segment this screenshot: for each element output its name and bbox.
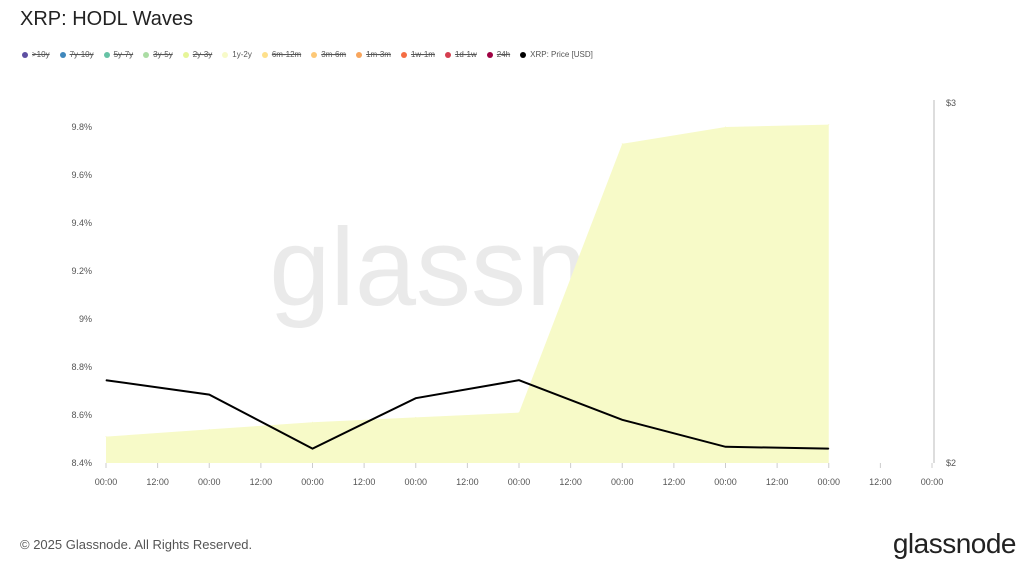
area-point bbox=[415, 416, 417, 418]
price-point bbox=[621, 419, 623, 421]
area-point bbox=[208, 428, 210, 430]
legend-item[interactable]: 1w-1m bbox=[400, 50, 435, 59]
price-point bbox=[105, 379, 107, 381]
legend-dot-icon bbox=[520, 51, 527, 58]
legend-item[interactable]: 1m-3m bbox=[356, 50, 391, 59]
x-tick-label: 12:00 bbox=[353, 477, 376, 487]
price-line bbox=[105, 379, 829, 450]
legend-item[interactable]: 6m-12m bbox=[261, 50, 302, 59]
x-tick-label: 12:00 bbox=[869, 477, 892, 487]
legend: >10y 7y-10y 5y-7y 3y-5y 2y-3y 1y-2y 6m-12m 3m-6… bbox=[22, 50, 593, 59]
x-tick-label: 00:00 bbox=[301, 477, 324, 487]
legend-item[interactable]: 5y-7y bbox=[103, 50, 134, 59]
legend-item[interactable]: 24h bbox=[486, 50, 511, 59]
legend-label: 24h bbox=[496, 50, 511, 59]
price-point bbox=[208, 394, 210, 396]
area-point bbox=[105, 436, 107, 438]
legend-label: 5y-7y bbox=[113, 50, 134, 59]
x-tick-label: 12:00 bbox=[663, 477, 686, 487]
x-tick-label: 12:00 bbox=[766, 477, 789, 487]
x-tick-label: 12:00 bbox=[456, 477, 479, 487]
legend-dot-icon bbox=[444, 51, 451, 58]
y-left-tick-label: 9.8% bbox=[71, 122, 92, 132]
legend-dot-icon bbox=[59, 51, 66, 58]
x-tick-label: 00:00 bbox=[817, 477, 840, 487]
x-tick-label: 12:00 bbox=[250, 477, 273, 487]
legend-item[interactable]: 3y-5y bbox=[143, 50, 173, 59]
legend-dot-icon bbox=[356, 51, 363, 58]
area-point bbox=[621, 143, 623, 145]
glassnode-logo: glassnode bbox=[892, 528, 1017, 559]
legend-label: >10y bbox=[32, 50, 50, 59]
x-tick-label: 12:00 bbox=[559, 477, 582, 487]
legend-label: 1y-2y bbox=[232, 50, 252, 59]
legend-label: 2y-3y bbox=[192, 50, 213, 59]
x-tick-label: 00:00 bbox=[611, 477, 634, 487]
copyright: © 2025 Glassnode. All Rights Reserved. bbox=[20, 537, 253, 552]
area-point bbox=[312, 421, 313, 423]
y-left-tick-label: 9% bbox=[79, 314, 92, 324]
legend-item[interactable]: 1y-2y bbox=[222, 50, 252, 59]
x-tick-label: 00:00 bbox=[404, 477, 427, 487]
legend-label: 1d-1w bbox=[454, 50, 477, 59]
legend-dot-icon bbox=[486, 51, 493, 58]
area-point bbox=[518, 412, 520, 414]
legend-item[interactable]: 2y-3y bbox=[182, 50, 213, 59]
legend-dot-icon bbox=[311, 51, 318, 58]
legend-item[interactable]: 7y-10y bbox=[59, 50, 94, 59]
x-tick-label: 00:00 bbox=[714, 477, 737, 487]
y-left-tick-label: 9.6% bbox=[71, 170, 92, 180]
y-right-tick-label: $2 bbox=[946, 458, 956, 468]
y-left-tick-label: 9.4% bbox=[71, 218, 92, 228]
price-point bbox=[312, 448, 313, 450]
legend-label: XRP: Price [USD] bbox=[530, 50, 593, 59]
legend-label: 1w-1m bbox=[410, 50, 435, 59]
x-tick-label: 00:00 bbox=[508, 477, 531, 487]
legend-dot-icon bbox=[222, 51, 229, 58]
area-point bbox=[725, 126, 726, 128]
price-point bbox=[725, 446, 726, 448]
x-tick-label: 00:00 bbox=[95, 477, 118, 487]
x-tick-label: 00:00 bbox=[921, 477, 944, 487]
legend-label: 7y-10y bbox=[69, 50, 94, 59]
legend-item[interactable]: >10y bbox=[22, 50, 50, 59]
area-point bbox=[828, 124, 830, 126]
chart-title: XRP: HODL Waves bbox=[20, 8, 193, 30]
legend-label: 6m-12m bbox=[271, 50, 302, 59]
y-left-tick-label: 9.2% bbox=[71, 266, 92, 276]
legend-dot-icon bbox=[22, 51, 28, 58]
legend-dot-icon bbox=[103, 51, 110, 58]
legend-dot-icon bbox=[261, 51, 268, 58]
y-right-tick-label: $3 bbox=[946, 98, 956, 108]
legend-label: 1m-3m bbox=[366, 50, 391, 59]
y-left-tick-label: 8.8% bbox=[71, 362, 92, 372]
legend-label: 3m-6m bbox=[321, 50, 347, 59]
legend-label: 3y-5y bbox=[153, 50, 173, 59]
legend-item[interactable]: XRP: Price [USD] bbox=[520, 50, 593, 59]
legend-dot-icon bbox=[400, 51, 407, 58]
legend-dot-icon bbox=[143, 51, 150, 58]
legend-item[interactable]: 1d-1w bbox=[444, 50, 477, 59]
x-tick-label: 00:00 bbox=[198, 477, 221, 487]
price-point bbox=[828, 448, 830, 450]
area-1y-2y bbox=[106, 124, 829, 463]
price-point bbox=[415, 397, 417, 399]
legend-item[interactable]: 3m-6m bbox=[311, 50, 346, 59]
y-left-tick-label: 8.6% bbox=[71, 410, 92, 420]
y-left-tick-label: 8.4% bbox=[71, 458, 92, 468]
legend-dot-icon bbox=[182, 51, 189, 58]
x-tick-label: 12:00 bbox=[146, 477, 169, 487]
price-point bbox=[518, 379, 520, 381]
